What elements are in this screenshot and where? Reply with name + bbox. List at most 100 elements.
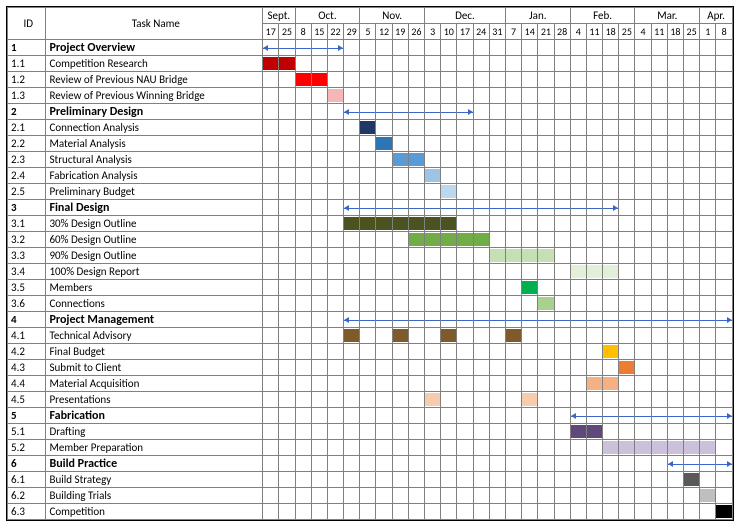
timeline-cell xyxy=(489,392,505,408)
timeline-cell xyxy=(408,424,424,440)
timeline-cell xyxy=(327,488,343,504)
gantt-bar xyxy=(344,217,359,230)
timeline-cell xyxy=(651,200,667,216)
timeline-cell xyxy=(327,40,343,56)
timeline-cell xyxy=(344,40,360,56)
timeline-cell xyxy=(716,168,733,184)
timeline-cell xyxy=(408,232,424,248)
arrow-cap-left xyxy=(263,45,268,51)
timeline-cell xyxy=(554,104,570,120)
timeline-cell xyxy=(279,456,295,472)
timeline-cell xyxy=(538,72,554,88)
timeline-cell xyxy=(619,280,635,296)
timeline-cell xyxy=(327,456,343,472)
timeline-cell xyxy=(716,104,733,120)
gantt-bar xyxy=(409,217,424,230)
timeline-cell xyxy=(295,280,311,296)
timeline-cell xyxy=(603,296,619,312)
timeline-cell xyxy=(570,392,586,408)
timeline-cell xyxy=(360,424,376,440)
timeline-cell xyxy=(651,280,667,296)
timeline-cell xyxy=(619,408,635,424)
summary-arrow xyxy=(522,208,537,209)
timeline-cell xyxy=(425,456,441,472)
timeline-cell xyxy=(311,72,327,88)
timeline-cell xyxy=(635,56,651,72)
timeline-cell xyxy=(311,456,327,472)
timeline-cell xyxy=(570,56,586,72)
summary-arrow xyxy=(296,48,311,49)
timeline-cell xyxy=(538,488,554,504)
timeline-cell xyxy=(344,392,360,408)
timeline-cell xyxy=(635,280,651,296)
timeline-cell xyxy=(586,120,602,136)
timeline-cell xyxy=(489,504,505,520)
timeline-cell xyxy=(667,472,683,488)
timeline-cell xyxy=(505,152,521,168)
timeline-cell xyxy=(554,392,570,408)
timeline-cell xyxy=(360,328,376,344)
timeline-cell xyxy=(392,264,408,280)
timeline-cell xyxy=(684,424,700,440)
timeline-cell xyxy=(441,136,457,152)
timeline-cell xyxy=(376,376,392,392)
week-header: 8 xyxy=(295,24,311,40)
timeline-cell xyxy=(344,344,360,360)
summary-arrow xyxy=(668,416,683,417)
timeline-cell xyxy=(441,88,457,104)
timeline-cell xyxy=(505,184,521,200)
timeline-cell xyxy=(651,248,667,264)
timeline-cell xyxy=(635,376,651,392)
timeline-cell xyxy=(360,232,376,248)
timeline-cell xyxy=(392,120,408,136)
timeline-cell xyxy=(263,168,279,184)
timeline-cell xyxy=(619,392,635,408)
timeline-cell xyxy=(392,344,408,360)
timeline-cell xyxy=(408,280,424,296)
timeline-cell xyxy=(311,472,327,488)
timeline-cell xyxy=(651,328,667,344)
timeline-cell xyxy=(457,344,473,360)
timeline-cell xyxy=(457,168,473,184)
arrow-cap-left xyxy=(344,317,349,323)
timeline-cell xyxy=(667,408,683,424)
timeline-cell xyxy=(489,168,505,184)
timeline-cell xyxy=(716,328,733,344)
summary-arrow xyxy=(571,320,586,321)
timeline-cell xyxy=(505,200,521,216)
timeline-cell xyxy=(700,408,716,424)
timeline-cell xyxy=(554,184,570,200)
gantt-bar xyxy=(603,377,618,390)
task-row: 2.3Structural Analysis xyxy=(8,152,733,168)
timeline-cell xyxy=(263,344,279,360)
summary-arrow xyxy=(474,320,489,321)
task-id: 2.4 xyxy=(8,168,46,184)
timeline-cell xyxy=(651,136,667,152)
timeline-cell xyxy=(473,88,489,104)
timeline-cell xyxy=(684,184,700,200)
timeline-cell xyxy=(425,488,441,504)
timeline-cell xyxy=(392,296,408,312)
gantt-bar xyxy=(635,441,650,454)
summary-arrow xyxy=(360,320,375,321)
timeline-cell xyxy=(311,216,327,232)
timeline-cell xyxy=(667,104,683,120)
timeline-cell xyxy=(360,440,376,456)
timeline-cell xyxy=(716,120,733,136)
task-row: 2.4Fabrication Analysis xyxy=(8,168,733,184)
timeline-cell xyxy=(295,328,311,344)
timeline-cell xyxy=(295,216,311,232)
timeline-cell xyxy=(684,488,700,504)
timeline-cell xyxy=(684,136,700,152)
timeline-cell xyxy=(311,136,327,152)
timeline-cell xyxy=(505,296,521,312)
timeline-cell xyxy=(327,504,343,520)
timeline-cell xyxy=(279,232,295,248)
timeline-cell xyxy=(344,152,360,168)
task-id: 3.4 xyxy=(8,264,46,280)
timeline-cell xyxy=(619,120,635,136)
timeline-cell xyxy=(700,328,716,344)
timeline-cell xyxy=(295,264,311,280)
timeline-cell xyxy=(603,248,619,264)
gantt-bar xyxy=(522,281,537,294)
